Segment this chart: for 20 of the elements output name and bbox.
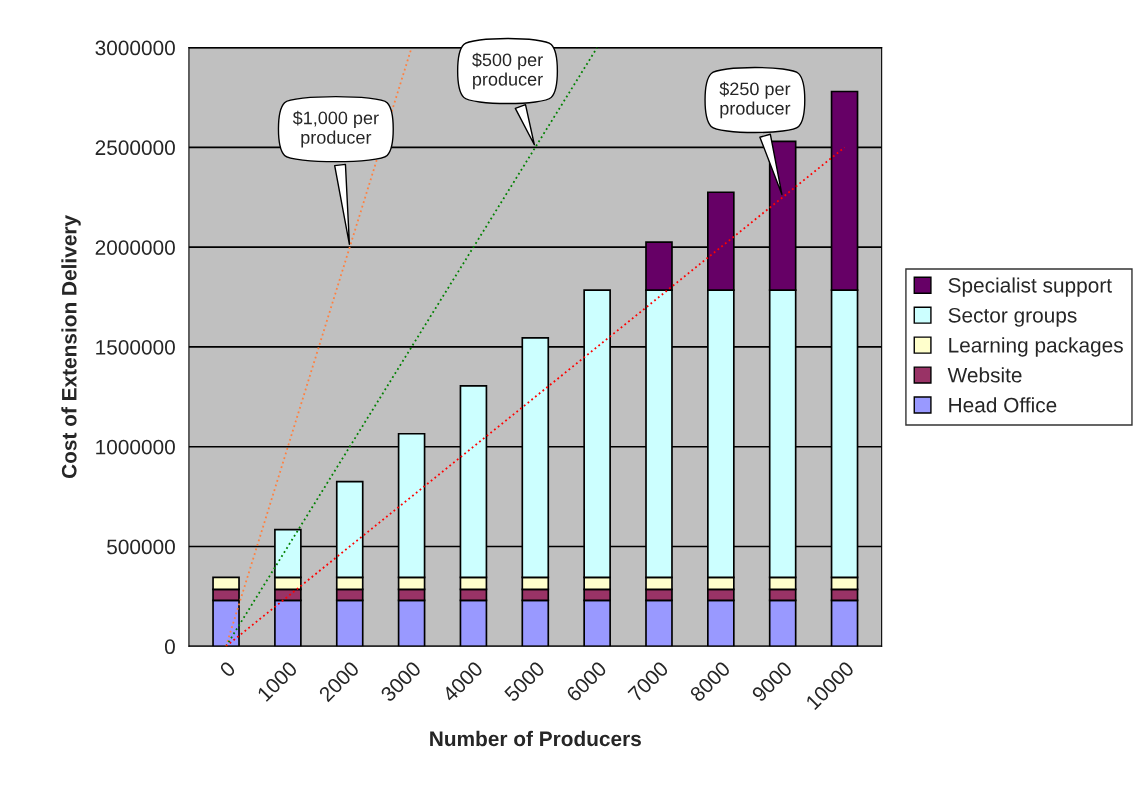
legend-label: Website xyxy=(947,367,1022,383)
line-series xyxy=(225,146,846,647)
annotation: $500 per producer xyxy=(472,52,543,90)
legend-label: Sector groups xyxy=(948,307,1077,327)
legend-label: Specialist support xyxy=(948,277,1112,297)
y-tick-label: 1000000 xyxy=(96,439,175,455)
line-series xyxy=(225,47,599,647)
y-tick-label: 2500000 xyxy=(95,140,175,156)
legend-label: Learning packages xyxy=(949,337,1123,357)
annotation: $1,000 per producer xyxy=(292,110,379,148)
y-tick-label: 500000 xyxy=(107,539,175,555)
annotation: $250 per producer xyxy=(719,81,791,119)
legend-label: Head Office xyxy=(949,397,1057,413)
y-axis-title: Cost of Extension Delivery xyxy=(61,215,81,479)
y-tick-label: 1500000 xyxy=(96,339,175,355)
y-tick-label: 3000000 xyxy=(95,40,175,56)
x-axis-title: Number of Producers xyxy=(430,730,641,747)
y-tick-label: 2000000 xyxy=(95,240,175,255)
x-tick-label: 0 xyxy=(218,660,237,678)
y-tick-label: 0 xyxy=(164,639,175,655)
